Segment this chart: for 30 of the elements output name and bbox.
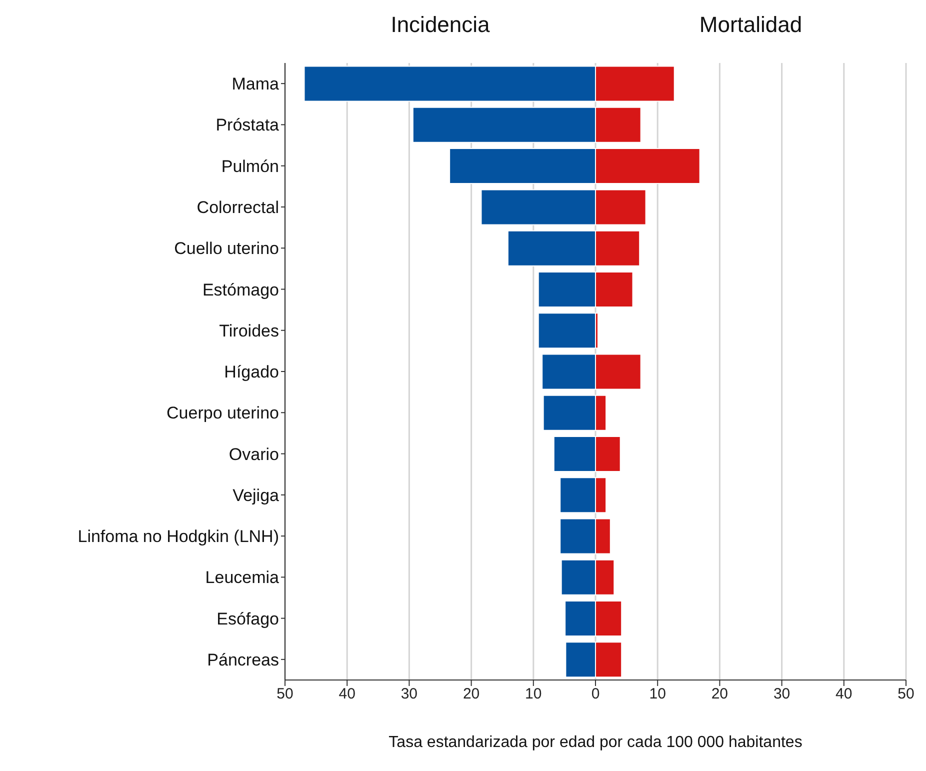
y-tick-label: Estómago: [202, 280, 279, 300]
x-tick-label: 40: [836, 686, 852, 703]
series-label: Incidencia: [390, 12, 491, 38]
y-tick-label: Ovario: [228, 444, 279, 464]
y-tick-label: Esófago: [216, 609, 279, 628]
x-axis-title: Tasa estandarizada por edad por cada 100 000 habitantes: [388, 734, 804, 752]
y-tick-label: Páncreas: [207, 650, 279, 670]
y-tick-label: Tiroides: [219, 321, 279, 340]
y-tick-label: Vejiga: [232, 486, 280, 505]
y-tick-label: Hígado: [224, 362, 279, 382]
x-tick-label: 30: [400, 686, 418, 703]
x-tick-label: 50: [898, 686, 914, 703]
x-tick-label: 10: [525, 686, 542, 703]
x-tick-label: 50: [276, 686, 294, 703]
x-tick-label: 20: [462, 686, 480, 703]
x-tick-label: 20: [711, 686, 728, 703]
y-tick-label: Cuerpo uterino: [166, 404, 279, 423]
y-tick-label: Pulmón: [221, 156, 279, 176]
x-tick-label: 30: [773, 686, 790, 703]
y-tick-label: Cuello uterino: [174, 239, 279, 258]
x-tick-label: 10: [649, 686, 666, 703]
y-tick-label: Linfoma no Hodgkin (LNH): [78, 527, 279, 546]
y-tick-label: Leucemia: [205, 568, 280, 588]
x-tick-label: 40: [338, 686, 356, 703]
series-label: Mortalidad: [698, 12, 804, 38]
x-tick-label: 0: [591, 686, 600, 703]
y-tick-label: Mama: [232, 74, 280, 94]
y-tick-label: Colorrectal: [196, 198, 279, 217]
y-tick-label: Próstata: [216, 116, 280, 135]
bar: [538, 312, 596, 349]
